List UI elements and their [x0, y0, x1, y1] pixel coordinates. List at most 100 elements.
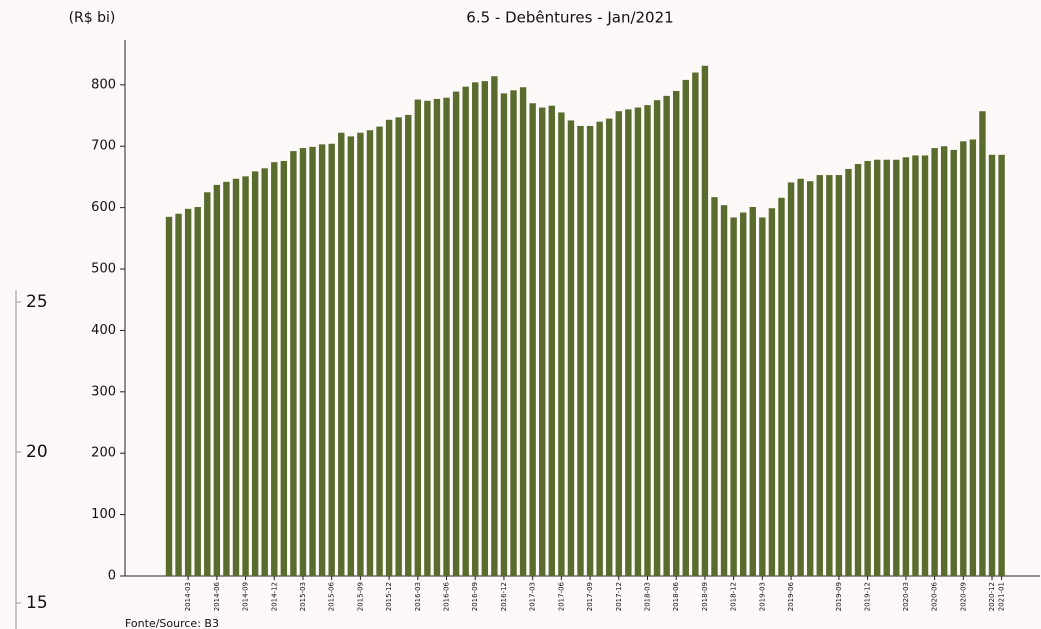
- bar: [759, 217, 766, 576]
- bar: [682, 79, 689, 577]
- bar: [864, 160, 871, 576]
- bar: [491, 76, 498, 576]
- x-tick-label: 2015-06: [328, 581, 336, 611]
- x-tick-label: 2019-06: [787, 581, 795, 611]
- x-tick-label: 2017-12: [615, 582, 623, 611]
- bar: [328, 143, 335, 577]
- x-tick-label: 2019-03: [758, 582, 766, 611]
- bar: [529, 103, 536, 576]
- bar: [931, 148, 938, 576]
- bar: [960, 141, 967, 576]
- y-tick-label: 800: [91, 77, 116, 92]
- bar: [835, 175, 843, 576]
- bar: [778, 197, 785, 577]
- bar: [414, 99, 422, 577]
- bar: [299, 148, 307, 576]
- side-tick-label: 15: [26, 593, 48, 613]
- bar: [921, 155, 929, 577]
- bar: [787, 182, 795, 577]
- bar: [634, 107, 642, 576]
- y-tick-label: 700: [91, 139, 116, 154]
- bar: [165, 216, 173, 576]
- bar: [902, 157, 910, 577]
- bar: [204, 192, 211, 576]
- bar: [988, 154, 996, 576]
- bar: [347, 136, 355, 576]
- bar: [979, 111, 986, 577]
- bar: [242, 176, 249, 576]
- x-tick-label: 2020-12: [988, 582, 996, 611]
- bar: [290, 151, 297, 576]
- y-axis-label: (R$ bi): [69, 10, 116, 26]
- bar: [950, 149, 957, 576]
- side-tick-label: 25: [26, 292, 48, 312]
- bar: [873, 159, 881, 576]
- bar: [443, 97, 450, 577]
- bar: [213, 184, 221, 576]
- y-tick-label: 100: [91, 507, 116, 522]
- bar: [280, 160, 288, 576]
- bar: [586, 125, 594, 576]
- x-tick-label: 2020-06: [931, 581, 939, 611]
- bar: [673, 90, 680, 577]
- bar: [385, 119, 393, 577]
- bar: [692, 72, 699, 577]
- bar: [175, 213, 182, 576]
- bar: [912, 155, 919, 577]
- x-tick-label: 2017-03: [529, 582, 537, 611]
- bar: [519, 87, 527, 576]
- bar: [730, 217, 737, 576]
- x-tick-label: 2014-09: [242, 582, 250, 611]
- bar: [615, 111, 622, 577]
- x-tick-label: 2016-09: [471, 582, 479, 611]
- bar: [366, 130, 374, 576]
- bar: [318, 144, 326, 576]
- bar: [472, 82, 479, 576]
- bar: [424, 100, 431, 576]
- bar: [510, 90, 517, 576]
- bar: [749, 207, 756, 576]
- bar: [558, 112, 565, 576]
- bar: [433, 98, 441, 576]
- bar: [184, 208, 192, 576]
- bar: [998, 154, 1005, 576]
- x-tick-label: 2018-09: [701, 582, 709, 611]
- source-note: Fonte/Source: B3: [125, 617, 219, 629]
- x-tick-label: 2015-03: [299, 582, 307, 611]
- x-tick-label: 2018-06: [672, 581, 680, 611]
- bar: [271, 162, 278, 577]
- x-tick-label: 2019-09: [835, 582, 843, 611]
- bar: [940, 146, 948, 576]
- bar: [223, 181, 230, 576]
- bar: [405, 114, 412, 577]
- y-tick-label: 400: [91, 323, 116, 338]
- x-tick-label: 2017-09: [586, 582, 594, 611]
- bar: [395, 117, 402, 576]
- x-tick-label: 2015-09: [356, 582, 364, 611]
- bar: [338, 132, 345, 576]
- bar: [500, 93, 508, 577]
- bar: [740, 212, 747, 576]
- x-tick-label: 2016-03: [414, 582, 422, 611]
- bar: [644, 105, 651, 576]
- bar: [376, 126, 383, 577]
- bar: [567, 120, 575, 577]
- x-tick-label: 2015-12: [385, 582, 393, 611]
- bar: [539, 107, 546, 576]
- x-tick-label: 2016-06: [443, 581, 451, 611]
- bar: [854, 164, 862, 577]
- bar: [711, 197, 718, 576]
- bar: [261, 168, 268, 576]
- bar: [663, 95, 670, 576]
- y-tick-label: 200: [91, 446, 116, 461]
- bar: [357, 132, 364, 576]
- bar: [606, 118, 613, 576]
- bar: [577, 125, 584, 576]
- bar: [701, 65, 709, 577]
- bar: [806, 181, 814, 576]
- bar: [452, 91, 460, 576]
- bar: [797, 178, 804, 576]
- x-tick-label: 2014-03: [184, 582, 192, 611]
- bar: [232, 178, 240, 576]
